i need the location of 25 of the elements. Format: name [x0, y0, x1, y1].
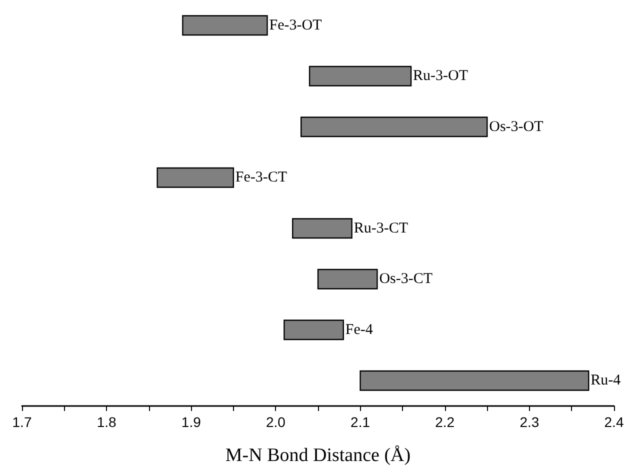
y-tick-label: Ru-4	[590, 372, 622, 389]
y-tick-label: Fe-4	[345, 322, 374, 338]
bar	[308, 66, 412, 86]
x-tick-label: 2.3	[520, 414, 540, 430]
bar	[292, 218, 352, 239]
bar	[360, 370, 590, 391]
x-axis-title: M-N Bond Distance (Å)	[225, 445, 411, 466]
bar	[284, 320, 344, 340]
y-tick-label: Fe-3-CT	[235, 170, 288, 186]
bar	[182, 15, 268, 36]
bar	[156, 167, 234, 188]
x-tick-label: 2.2	[435, 414, 455, 430]
y-tick-label: Fe-3-OT	[269, 17, 322, 34]
bar	[300, 116, 488, 138]
x-tick-label: 2.1	[350, 414, 370, 430]
bar	[317, 268, 378, 290]
y-tick-label: Os-3-OT	[489, 118, 544, 135]
y-tick-label: Os-3-CT	[379, 271, 433, 288]
x-tick-label: 2.4	[604, 414, 624, 430]
y-tick-label: Ru-3-CT	[354, 220, 408, 236]
x-tick-label: 1.7	[12, 414, 32, 430]
x-tick-label: 1.8	[96, 414, 117, 430]
y-tick-label: Ru-3-OT	[413, 68, 468, 84]
text: 2.0	[266, 414, 286, 430]
x-tick-label: 1.9	[181, 414, 202, 430]
